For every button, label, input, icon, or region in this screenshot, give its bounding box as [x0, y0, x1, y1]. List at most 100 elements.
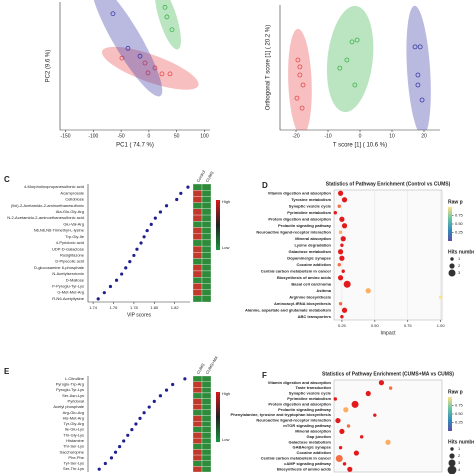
color-tick-label: 0.25 — [455, 420, 464, 425]
bubble — [343, 280, 351, 288]
category-label: Arginine biosynthesis — [289, 294, 332, 299]
heatmap-cell — [192, 432, 203, 439]
heatmap-cell — [192, 454, 203, 461]
confidence-ellipse — [101, 46, 199, 90]
heatmap-cell — [201, 239, 212, 247]
point — [125, 45, 131, 51]
x-tick-label: 1.78 — [130, 305, 139, 310]
category-label: Lysine degradation — [294, 242, 331, 247]
heatmap-cell — [201, 387, 212, 394]
bubble — [342, 462, 347, 466]
panel: C 1.74 1.76 1.78 1.80 1.82 VIP scores 4-Morphol… — [4, 169, 230, 318]
heatmap-cell — [192, 421, 203, 427]
heatmap-cell — [192, 392, 203, 399]
point — [137, 53, 143, 59]
bubble — [338, 445, 343, 450]
category-label: Dopaminergic synapse — [287, 255, 332, 260]
dot — [171, 382, 175, 387]
category-label: UDP-D-Galactose — [52, 246, 85, 251]
category-label: Protein digestion and absorption — [268, 216, 331, 221]
panel: D 0.25 0.50 0.75 1.00 Impact Statistics of Pat… — [245, 181, 474, 336]
category-label: Tyrosine metabolism — [291, 197, 331, 202]
bubble — [353, 450, 359, 456]
dot — [109, 456, 114, 460]
size-legend-mark — [450, 257, 454, 261]
heatmap-cell — [201, 190, 212, 197]
dot — [118, 444, 122, 449]
heatmap-cell — [192, 409, 203, 416]
legend-title: Raw p — [448, 389, 463, 395]
heatmap-cell — [201, 398, 212, 405]
dot — [183, 377, 187, 381]
category-label: Acetyl phosphate — [53, 404, 84, 409]
confidence-ellipse — [326, 5, 374, 113]
point — [419, 97, 425, 103]
category-label: G-Met-Met-Arg — [57, 290, 84, 295]
point — [169, 27, 175, 33]
category-label: His-Met-Arg — [63, 415, 84, 420]
color-scale — [448, 397, 452, 431]
axes — [59, 2, 210, 131]
category-label: Protein digestion and absorption — [268, 401, 331, 406]
heatmap-cell — [192, 264, 203, 272]
bubble — [385, 439, 391, 445]
color-tick-label: 0.50 — [455, 411, 464, 416]
category-label: D-glucosamine 6-phosphate — [34, 265, 85, 270]
panel-letter: C — [4, 175, 10, 184]
size-legend-label: 2 — [458, 263, 461, 268]
dot — [128, 260, 132, 264]
x-tick-label: 10 — [389, 133, 395, 139]
heatmap-cell — [201, 449, 212, 456]
panel: -20 -10 0 10 20 T score [1] ( 10.6 %) Orthogon… — [266, 5, 440, 149]
category-label: Cocaine addiction — [297, 450, 332, 455]
category-label: Pyrimidine metabolism — [287, 396, 331, 401]
confidence-ellipse — [154, 0, 181, 50]
category-label: Tyr-Gly-Arg — [64, 421, 84, 426]
dot — [97, 467, 101, 471]
heatmap-cell — [201, 183, 212, 191]
heatmap-cell — [192, 426, 203, 433]
category-label: Central carbon metabolism in cancer — [261, 456, 332, 461]
heatmap-cell — [192, 277, 203, 284]
heatmap-cell — [192, 245, 203, 253]
category-label: Aminoacyl-tRNA biosynthesis — [274, 301, 332, 306]
color-scale — [448, 207, 452, 241]
category-label: Phe-Phe — [68, 455, 84, 460]
point — [152, 65, 158, 71]
dot — [153, 216, 157, 220]
category-label: Biosynthesis of amino acids — [277, 466, 332, 471]
bubble — [337, 249, 344, 255]
category-label: Prolactin signaling pathway — [278, 223, 332, 228]
category-label: Taste transduction — [296, 385, 332, 390]
heatmap-column-label: CUMS — [204, 170, 214, 183]
category-label: Biosynthesis of amino acids — [277, 275, 332, 280]
point — [415, 72, 421, 78]
plot-frame — [333, 189, 443, 321]
scale-label: Low — [222, 245, 229, 250]
category-label: P-Pyroglu-Tyr-Lys — [52, 284, 84, 289]
category-label: Ala-Glu-Gly-Arg — [56, 209, 84, 214]
category-label: N6,N6,N6-Trimethyl-L-lysine — [34, 228, 85, 233]
dot — [130, 428, 134, 432]
category-label: Trp-Gly-Ile — [65, 234, 85, 239]
heatmap-cell — [192, 404, 203, 411]
category-label: Neuroactive ligand-receptor interaction — [256, 229, 331, 234]
bubble — [335, 454, 343, 462]
bubble — [351, 400, 359, 408]
size-legend-mark — [447, 465, 457, 474]
heatmap-cell — [201, 270, 212, 278]
dot — [142, 411, 146, 415]
x-tick-label: 50 — [174, 133, 180, 139]
x-tick-label: 0.25 — [338, 323, 347, 328]
heatmap-cell — [201, 277, 212, 284]
dot — [149, 222, 153, 226]
point — [145, 70, 151, 76]
x-tick-label: -10 — [324, 133, 331, 139]
dot — [122, 439, 126, 443]
dot — [179, 191, 183, 195]
heatmap-cell — [192, 183, 203, 191]
bubble — [340, 315, 344, 319]
heatmap-cell — [201, 421, 212, 427]
bubble — [365, 288, 371, 294]
category-label: Basal cell carcinoma — [291, 281, 331, 286]
